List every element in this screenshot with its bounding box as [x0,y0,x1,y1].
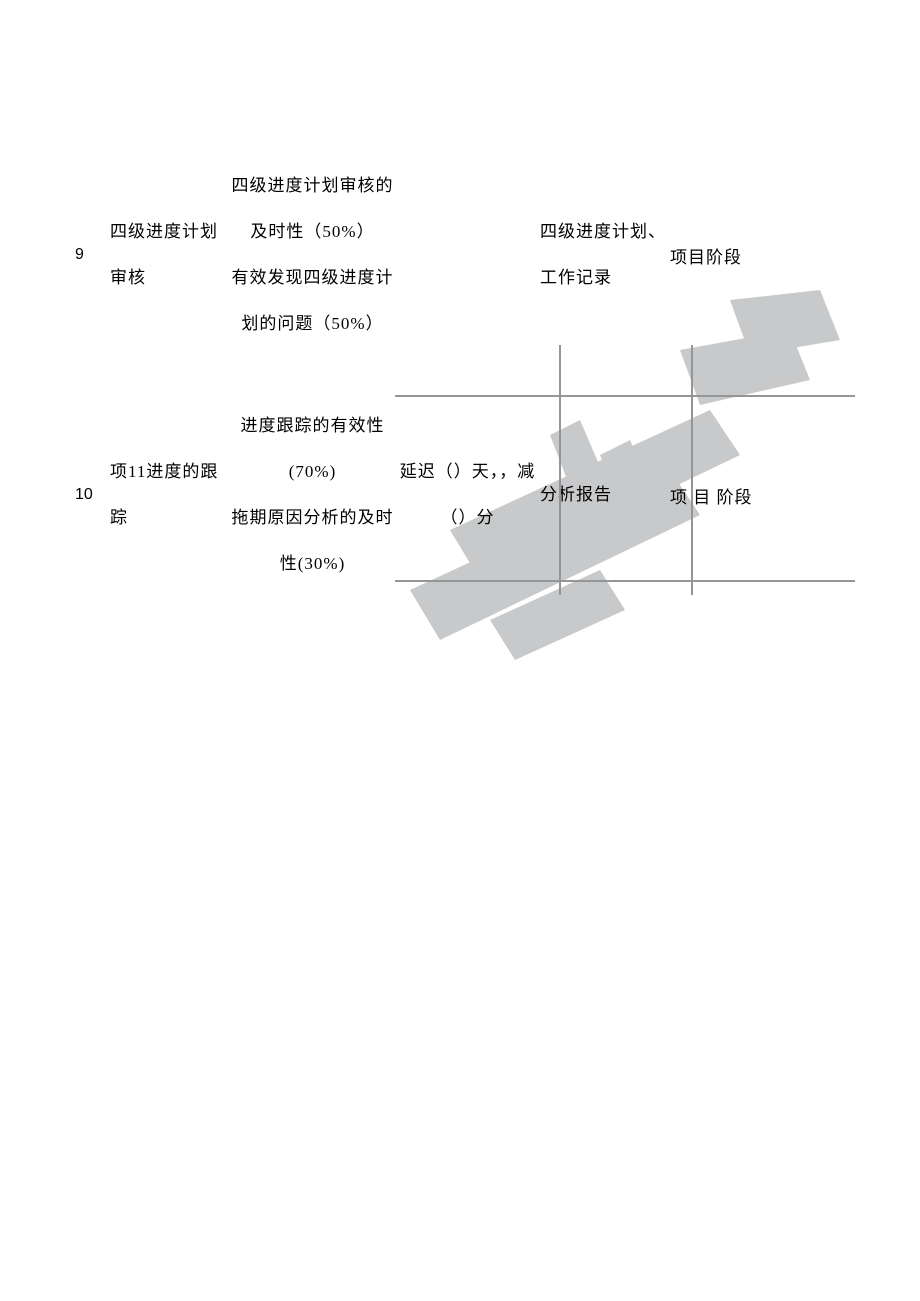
row-description: 进度跟踪的有效性(70%)拖期原因分析的及时性(30%) [230,403,395,587]
row-stage: 项 目 阶段 [670,483,790,508]
row-stage: 项目阶段 [670,243,790,268]
table-content: 9 四级进度计划审核 四级进度计划审核的及时性（50%）有效发现四级进度计划的问… [0,0,920,590]
row-number: 9 [75,246,110,264]
row-name: 四级进度计划审核 [110,209,230,301]
row-document: 分析报告 [540,472,670,518]
row-document: 四级进度计划、工作记录 [540,209,670,301]
row-description: 四级进度计划审核的及时性（50%）有效发现四级进度计划的问题（50%） [230,163,395,347]
row-criteria: 延迟（）天，，减（）分 [395,449,540,541]
row-name: 项11进度的跟踪 [110,449,230,541]
row-number: 10 [75,486,110,504]
table-row: 9 四级进度计划审核 四级进度计划审核的及时性（50%）有效发现四级进度计划的问… [75,115,920,395]
table-row: 10 项11进度的跟踪 进度跟踪的有效性(70%)拖期原因分析的及时性(30%)… [75,400,920,590]
